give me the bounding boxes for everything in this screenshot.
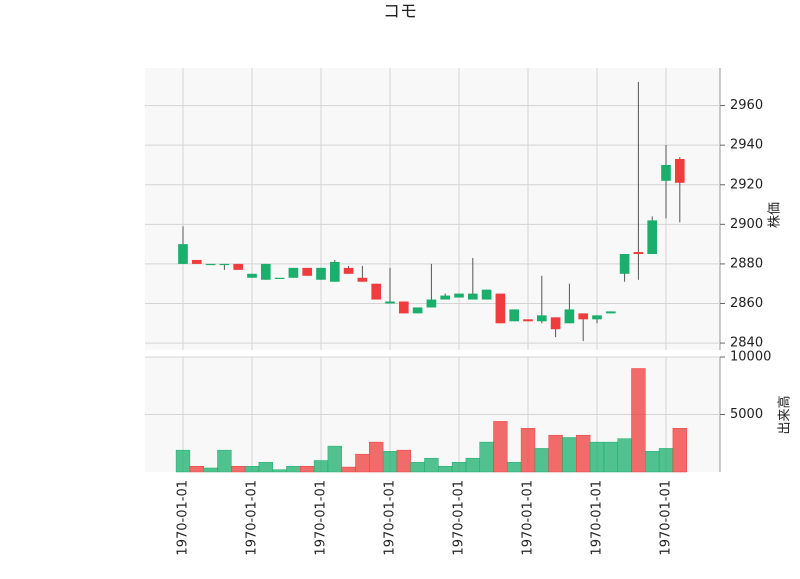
x-tick-label: 1970-01-01 (521, 480, 536, 556)
candle-body (357, 277, 368, 282)
volume-bar (189, 466, 204, 473)
candle-body (233, 263, 244, 270)
volume-bar (576, 434, 591, 473)
x-tick-label: 1970-01-01 (659, 480, 674, 556)
candle-body (371, 283, 382, 300)
candle-body (343, 267, 354, 274)
candle-body (426, 299, 437, 308)
y-tick-label: 2960 (730, 98, 763, 113)
volume-bar (203, 467, 218, 473)
volume-bar (507, 461, 522, 473)
volume-bar (217, 449, 232, 473)
candle-body (329, 261, 340, 282)
volume-bar (631, 368, 646, 473)
candle-body (481, 289, 492, 300)
volume-bar (589, 441, 605, 473)
price-panel (145, 68, 720, 350)
volume-bar (341, 466, 356, 473)
volume-bar (175, 449, 191, 473)
candle-body (674, 159, 685, 183)
volume-bar (382, 451, 398, 473)
candle-body (509, 309, 520, 322)
candle-body (398, 301, 409, 314)
candle-body (592, 315, 602, 320)
candle-body (536, 315, 547, 322)
candle-body (219, 263, 230, 266)
x-tick-label: 1970-01-01 (314, 480, 329, 556)
volume-bar (231, 466, 246, 473)
volume-bar (520, 428, 536, 473)
candle-body (647, 220, 658, 255)
candle-body (578, 313, 589, 320)
candle-body (605, 311, 616, 314)
y-tick-label: 2860 (730, 296, 763, 311)
candle-body (564, 309, 575, 324)
candle-body (288, 267, 299, 278)
candle-body (550, 317, 561, 330)
candle-body (523, 319, 533, 322)
y-axis-label: 株価 (768, 202, 783, 228)
y-tick-label: 2920 (730, 177, 763, 192)
candle-body (316, 267, 326, 280)
volume-bar (396, 449, 411, 473)
candle-body (274, 277, 285, 279)
candle-body (260, 263, 271, 280)
candle-body (440, 295, 451, 300)
y2-tick-label: 10000 (730, 350, 771, 365)
volume-bar (244, 466, 260, 473)
candle-body (495, 293, 506, 324)
volume-bar (658, 448, 674, 473)
volume-bar (562, 437, 577, 473)
candle-body (661, 164, 671, 181)
candle-body (467, 293, 478, 300)
volume-bar (645, 451, 660, 473)
candle-body (191, 259, 202, 264)
x-tick-label: 1970-01-01 (590, 480, 605, 556)
candle-body (178, 244, 188, 264)
volume-bar (451, 461, 467, 473)
candle-body (619, 254, 630, 274)
volume-bar (617, 438, 632, 473)
volume-bar (369, 441, 384, 473)
chart-title: コモ (383, 2, 417, 22)
y-tick-label: 2880 (730, 256, 763, 271)
volume-bar (355, 453, 370, 473)
volume-bar (603, 441, 618, 473)
volume-bar (465, 457, 480, 473)
candle-body (385, 301, 395, 304)
volume-bar (493, 421, 508, 473)
volume-bar (438, 466, 453, 473)
volume-bar (313, 460, 329, 473)
volume-bar (534, 448, 549, 473)
volume-bar (272, 469, 287, 473)
volume-bar (410, 461, 425, 473)
volume-bar (672, 428, 687, 473)
x-tick-label: 1970-01-01 (245, 480, 260, 556)
volume-bar (548, 434, 563, 473)
x-tick-label: 1970-01-01 (176, 480, 191, 556)
volume-bar (424, 457, 439, 473)
y-tick-label: 2840 (730, 336, 763, 351)
volume-bar (258, 461, 273, 473)
candle-body (205, 263, 216, 266)
x-tick-label: 1970-01-01 (383, 480, 398, 556)
volume-bar (327, 445, 342, 473)
y-tick-label: 2940 (730, 138, 763, 153)
volume-bar (479, 441, 494, 473)
candle-body (454, 293, 464, 298)
candle-body (247, 273, 257, 278)
volume-bar (286, 466, 301, 473)
candle-body (633, 252, 644, 255)
candle-body (302, 267, 313, 276)
y2-axis-label: 出来高 (777, 395, 793, 434)
y2-tick-label: 5000 (730, 407, 763, 422)
x-tick-label: 1970-01-01 (452, 480, 467, 556)
volume-bar (300, 466, 315, 473)
y-tick-label: 2900 (730, 217, 763, 232)
candle-body (412, 307, 423, 314)
